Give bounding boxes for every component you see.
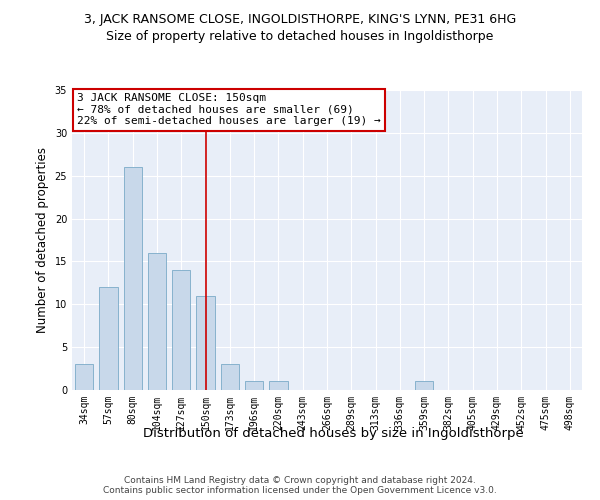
Text: 3 JACK RANSOME CLOSE: 150sqm
← 78% of detached houses are smaller (69)
22% of se: 3 JACK RANSOME CLOSE: 150sqm ← 78% of de… [77, 93, 381, 126]
Text: Distribution of detached houses by size in Ingoldisthorpe: Distribution of detached houses by size … [143, 428, 523, 440]
Text: Contains HM Land Registry data © Crown copyright and database right 2024.
Contai: Contains HM Land Registry data © Crown c… [103, 476, 497, 495]
Bar [245, 382, 263, 390]
Text: Size of property relative to detached houses in Ingoldisthorpe: Size of property relative to detached ho… [106, 30, 494, 43]
Bar [124, 167, 142, 390]
Bar [148, 253, 166, 390]
Bar [221, 364, 239, 390]
Text: 3, JACK RANSOME CLOSE, INGOLDISTHORPE, KING'S LYNN, PE31 6HG: 3, JACK RANSOME CLOSE, INGOLDISTHORPE, K… [84, 12, 516, 26]
Bar [269, 382, 287, 390]
Bar [196, 296, 215, 390]
Bar [172, 270, 190, 390]
Bar [100, 287, 118, 390]
Y-axis label: Number of detached properties: Number of detached properties [36, 147, 49, 333]
Bar [415, 382, 433, 390]
Bar [75, 364, 93, 390]
